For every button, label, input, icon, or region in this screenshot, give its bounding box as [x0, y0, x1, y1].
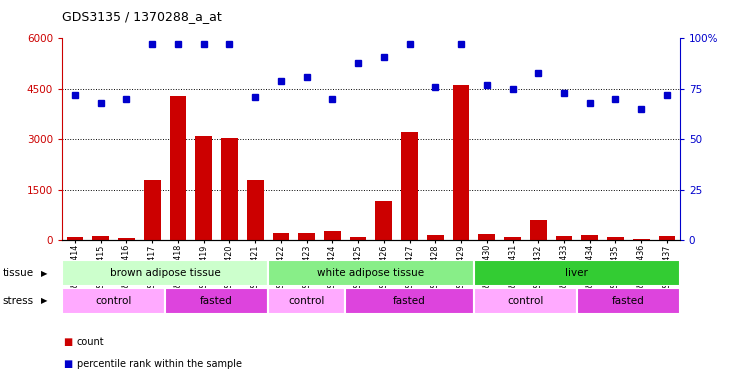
- Text: fasted: fasted: [612, 296, 645, 306]
- Text: ■: ■: [64, 337, 73, 347]
- Bar: [67, 237, 83, 240]
- Bar: [452, 85, 469, 240]
- Bar: [530, 220, 547, 240]
- Bar: [577, 288, 680, 314]
- Bar: [62, 288, 165, 314]
- Bar: [324, 230, 341, 240]
- Text: ■: ■: [64, 359, 73, 369]
- Text: percentile rank within the sample: percentile rank within the sample: [77, 359, 242, 369]
- Bar: [298, 233, 315, 240]
- Bar: [268, 260, 474, 286]
- Bar: [474, 288, 577, 314]
- Text: fasted: fasted: [200, 296, 233, 306]
- Bar: [170, 96, 186, 240]
- Text: count: count: [77, 337, 105, 347]
- Bar: [427, 235, 444, 240]
- Bar: [144, 180, 161, 240]
- Text: control: control: [289, 296, 325, 306]
- Text: ▶: ▶: [41, 296, 48, 305]
- Bar: [401, 132, 418, 240]
- Bar: [195, 136, 212, 240]
- Bar: [118, 238, 135, 240]
- Bar: [345, 288, 474, 314]
- Bar: [349, 237, 366, 240]
- Bar: [247, 180, 264, 240]
- Text: brown adipose tissue: brown adipose tissue: [110, 268, 221, 278]
- Bar: [607, 237, 624, 240]
- Bar: [478, 234, 495, 240]
- Text: stress: stress: [2, 296, 34, 306]
- Bar: [268, 288, 345, 314]
- Bar: [273, 233, 289, 240]
- Text: white adipose tissue: white adipose tissue: [317, 268, 425, 278]
- Text: control: control: [507, 296, 544, 306]
- Bar: [221, 137, 238, 240]
- Bar: [659, 236, 675, 240]
- Bar: [556, 236, 572, 240]
- Bar: [581, 235, 598, 240]
- Text: control: control: [96, 296, 132, 306]
- Text: GDS3135 / 1370288_a_at: GDS3135 / 1370288_a_at: [62, 10, 222, 23]
- Bar: [165, 288, 268, 314]
- Bar: [62, 260, 268, 286]
- Bar: [633, 239, 650, 240]
- Bar: [92, 236, 109, 240]
- Text: ▶: ▶: [41, 268, 48, 278]
- Bar: [474, 260, 680, 286]
- Bar: [376, 201, 393, 240]
- Text: tissue: tissue: [2, 268, 34, 278]
- Text: liver: liver: [566, 268, 588, 278]
- Bar: [504, 237, 521, 240]
- Text: fasted: fasted: [393, 296, 426, 306]
